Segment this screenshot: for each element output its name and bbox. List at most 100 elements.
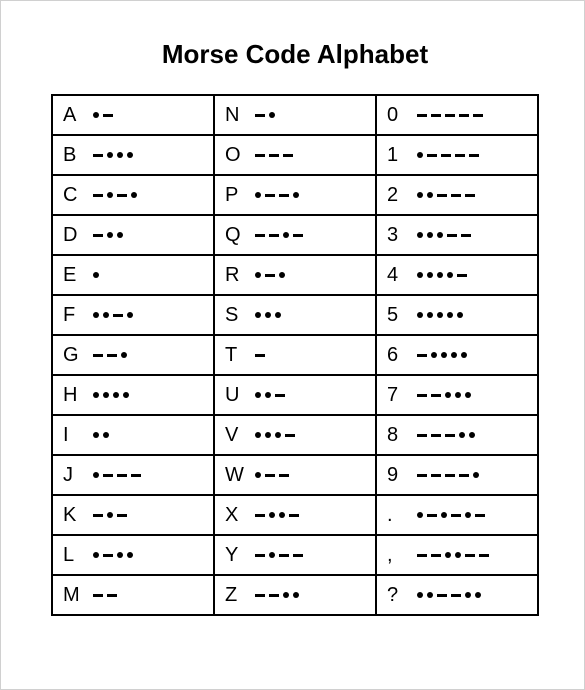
dash-icon [445, 224, 459, 247]
table-cell: M [53, 576, 215, 616]
dot-icon [453, 544, 463, 567]
dot-icon [449, 344, 459, 367]
table-cell: G [53, 336, 215, 376]
dash-icon [253, 584, 267, 607]
dash-icon [105, 584, 119, 607]
morse-code [415, 184, 477, 207]
dot-icon [91, 464, 101, 487]
dash-icon [291, 224, 305, 247]
character-label: G [63, 344, 91, 367]
table-cell: H [53, 376, 215, 416]
dot-icon [91, 424, 101, 447]
dash-icon [273, 384, 287, 407]
dash-icon [463, 544, 477, 567]
table-cell: R [215, 256, 377, 296]
dot-icon [91, 104, 101, 127]
dot-icon [115, 544, 125, 567]
dash-icon [253, 224, 267, 247]
dot-icon [415, 264, 425, 287]
dot-icon [457, 424, 467, 447]
morse-code [91, 384, 131, 407]
morse-code [253, 304, 283, 327]
morse-code [415, 584, 483, 607]
page-title: Morse Code Alphabet [51, 39, 539, 70]
dot-icon [435, 264, 445, 287]
character-label: 1 [387, 144, 415, 167]
dot-icon [277, 264, 287, 287]
dash-icon [253, 344, 267, 367]
morse-code [253, 584, 301, 607]
dash-icon [253, 504, 267, 527]
dot-icon [435, 304, 445, 327]
dash-icon [429, 544, 443, 567]
morse-code [91, 464, 143, 487]
character-label: X [225, 504, 253, 527]
dash-icon [425, 144, 439, 167]
dash-icon [415, 104, 429, 127]
dash-icon [277, 184, 291, 207]
dash-icon [101, 464, 115, 487]
dash-icon [263, 264, 277, 287]
character-label: T [225, 344, 253, 367]
character-label: 0 [387, 104, 415, 127]
morse-code [91, 184, 139, 207]
dot-icon [439, 504, 449, 527]
character-label: W [225, 464, 253, 487]
character-label: K [63, 504, 91, 527]
character-label: 4 [387, 264, 415, 287]
dash-icon [443, 104, 457, 127]
dash-icon [467, 144, 481, 167]
table-cell: 1 [377, 136, 539, 176]
dash-icon [253, 544, 267, 567]
morse-code [91, 104, 115, 127]
dash-icon [473, 504, 487, 527]
dot-icon [263, 384, 273, 407]
morse-code [91, 144, 135, 167]
table-cell: ? [377, 576, 539, 616]
dot-icon [253, 304, 263, 327]
dot-icon [263, 424, 273, 447]
dash-icon [429, 384, 443, 407]
character-label: , [387, 544, 415, 567]
dot-icon [267, 544, 277, 567]
character-label: 5 [387, 304, 415, 327]
dot-icon [455, 304, 465, 327]
morse-code [415, 464, 481, 487]
dash-icon [291, 544, 305, 567]
morse-code [415, 304, 465, 327]
morse-code [415, 224, 473, 247]
morse-code [91, 224, 125, 247]
table-cell: A [53, 96, 215, 136]
dot-icon [471, 464, 481, 487]
character-label: J [63, 464, 91, 487]
dot-icon [105, 504, 115, 527]
character-label: 9 [387, 464, 415, 487]
table-cell: B [53, 136, 215, 176]
table-cell: F [53, 296, 215, 336]
dash-icon [477, 544, 491, 567]
character-label: O [225, 144, 253, 167]
dash-icon [439, 144, 453, 167]
dash-icon [101, 544, 115, 567]
morse-code [91, 504, 129, 527]
dot-icon [467, 424, 477, 447]
character-label: R [225, 264, 253, 287]
table-cell: 4 [377, 256, 539, 296]
morse-code [415, 104, 485, 127]
dot-icon [425, 184, 435, 207]
dash-icon [91, 144, 105, 167]
dot-icon [443, 544, 453, 567]
dot-icon [253, 424, 263, 447]
dot-icon [291, 584, 301, 607]
morse-code [91, 264, 101, 287]
table-cell: 3 [377, 216, 539, 256]
dash-icon [263, 464, 277, 487]
character-label: D [63, 224, 91, 247]
table-cell: T [215, 336, 377, 376]
dash-icon [415, 344, 429, 367]
dash-icon [443, 464, 457, 487]
character-label: B [63, 144, 91, 167]
dot-icon [473, 584, 483, 607]
dash-icon [101, 104, 115, 127]
dash-icon [449, 584, 463, 607]
